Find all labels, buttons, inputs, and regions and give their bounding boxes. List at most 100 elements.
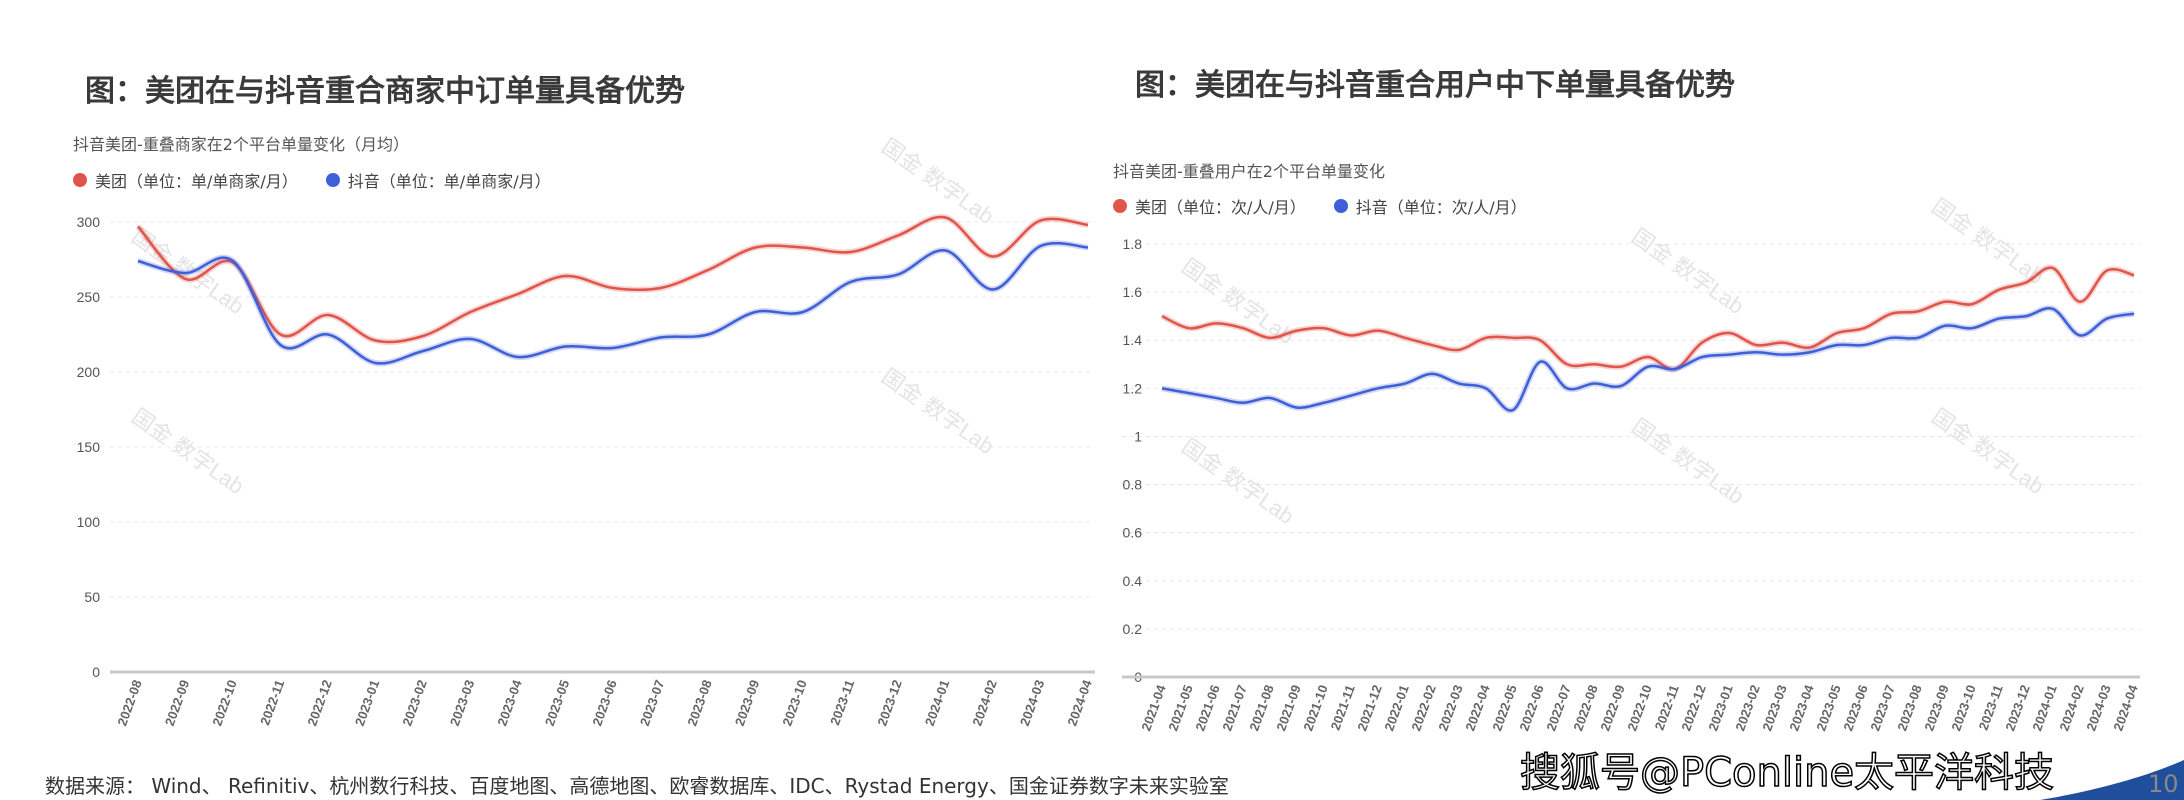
x-tick-label: 2023-09	[1921, 683, 1951, 733]
y-tick-label: 1.4	[1123, 332, 1143, 348]
y-tick-label: 150	[77, 439, 101, 455]
legend-douyin: 抖音（单位：次/人/月）	[1355, 198, 1527, 217]
y-tick-label: 0.4	[1123, 573, 1143, 589]
x-tick-label: 2022-01	[1381, 683, 1411, 733]
x-tick-label: 2021-08	[1246, 683, 1276, 733]
watermark-text: 国金 数字Lab	[877, 364, 999, 460]
y-tick-label: 300	[77, 214, 101, 230]
x-tick-label: 2022-08	[1570, 683, 1600, 733]
x-tick-label: 2023-10	[779, 678, 809, 728]
y-tick-label: 200	[77, 364, 101, 380]
meituan-legend-marker	[1113, 199, 1127, 213]
x-tick-label: 2024-04	[1064, 677, 1095, 728]
x-tick-label: 2022-04	[1462, 682, 1493, 733]
y-tick-label: 1.8	[1123, 236, 1143, 252]
y-tick-label: 0.2	[1123, 621, 1143, 637]
x-tick-label: 2024-02	[2056, 683, 2086, 733]
x-tick-label: 2023-05	[542, 678, 572, 728]
x-tick-label: 2023-01	[352, 678, 382, 728]
y-tick-label: 100	[77, 514, 101, 530]
y-tick-label: 0	[92, 664, 100, 680]
watermark-text: 国金 数字Lab	[1627, 414, 1749, 510]
y-tick-label: 0.6	[1123, 525, 1143, 541]
x-tick-label: 2023-12	[874, 678, 904, 728]
watermark-text: 国金 数字Lab	[127, 404, 249, 500]
left-legend: 美团（单位：单/单商家/月） 抖音（单位：单/单商家/月）	[73, 168, 551, 192]
user-orders-chart: 00.20.40.60.811.21.41.61.82021-042021-05…	[1122, 236, 2141, 733]
x-tick-label: 2023-09	[732, 678, 762, 728]
x-tick-label: 2022-12	[1678, 683, 1708, 733]
left-chart-title: 抖音美团-重叠商家在2个平台单量变化（月均）	[73, 135, 409, 154]
x-tick-label: 2022-10	[1624, 683, 1654, 733]
x-tick-label: 2023-02	[399, 678, 429, 728]
x-tick-label: 2022-08	[114, 678, 144, 728]
x-tick-label: 2022-10	[209, 678, 239, 728]
series-line-douyin	[137, 241, 1089, 365]
left-figure-heading: 图：美团在与抖音重合商家中订单量具备优势	[85, 74, 685, 109]
y-tick-label: 0.8	[1123, 477, 1143, 493]
x-tick-label: 2023-08	[1894, 683, 1924, 733]
douyin-legend-marker	[1333, 199, 1348, 213]
x-tick-label: 2021-07	[1219, 683, 1249, 733]
corner-swoosh-decoration	[2040, 760, 2184, 800]
x-tick-label: 2022-11	[1652, 683, 1682, 732]
series-line-meituan	[137, 215, 1089, 344]
y-tick-label: 1.6	[1123, 284, 1143, 300]
x-tick-label: 2022-11	[257, 678, 287, 727]
x-tick-label: 2024-03	[2083, 683, 2113, 733]
x-tick-label: 2024-02	[969, 678, 999, 728]
x-tick-label: 2022-06	[1516, 683, 1546, 733]
x-tick-label: 2022-09	[162, 678, 192, 728]
meituan-legend-marker	[73, 173, 87, 187]
x-tick-label: 2023-06	[1840, 683, 1870, 733]
overlay-watermark: 搜狐号@PConline太平洋科技	[1519, 749, 2055, 797]
x-tick-label: 2022-05	[1489, 683, 1519, 733]
watermark-text: 国金 数字Lab	[1627, 224, 1749, 320]
watermark-text: 国金 数字Lab	[1927, 194, 2049, 290]
x-tick-label: 2022-12	[304, 678, 334, 728]
watermarks: 国金 数字Lab 国金 数字Lab 国金 数字Lab 国金 数字Lab 国金 数字Lab…	[127, 134, 2049, 530]
x-tick-label: 2023-03	[447, 678, 477, 728]
y-tick-label: 1	[1134, 428, 1142, 444]
x-tick-label: 2023-01	[1705, 683, 1735, 733]
y-tick-label: 50	[84, 589, 100, 605]
y-tick-label: 250	[77, 289, 101, 305]
data-source-note: 数据来源： Wind、 Refinitiv、杭州数行科技、百度地图、高德地图、欧…	[45, 774, 1229, 798]
x-tick-label: 2023-03	[1759, 683, 1789, 733]
x-tick-label: 2023-11	[827, 678, 857, 727]
x-tick-label: 2023-05	[1813, 683, 1843, 733]
x-tick-label: 2022-07	[1543, 683, 1573, 733]
legend-meituan: 美团（单位：次/人/月）	[1135, 198, 1306, 217]
x-tick-label: 2021-06	[1192, 683, 1222, 733]
x-tick-label: 2023-11	[1976, 683, 2006, 732]
x-tick-label: 2024-03	[1017, 678, 1047, 728]
right-chart-title: 抖音美团-重叠用户在2个平台单量变化	[1113, 162, 1385, 181]
x-tick-label: 2023-10	[1948, 683, 1978, 733]
y-tick-label: 1.2	[1123, 380, 1143, 396]
x-tick-label: 2023-04	[1786, 682, 1817, 733]
page-number: 10	[2148, 770, 2179, 798]
x-tick-label: 2021-05	[1165, 683, 1195, 733]
x-tick-label: 2024-01	[2029, 683, 2059, 733]
x-tick-label: 2024-01	[922, 678, 952, 728]
series-glow-meituan	[1160, 264, 2135, 373]
x-tick-label: 2024-04	[2110, 682, 2141, 733]
legend-douyin: 抖音（单位：单/单商家/月）	[347, 172, 551, 191]
x-tick-label: 2021-11	[1328, 683, 1358, 732]
right-figure-heading: 图：美团在与抖音重合用户中下单量具备优势	[1135, 68, 1735, 103]
watermark-text: 国金 数字Lab	[1177, 434, 1299, 530]
right-legend: 美团（单位：次/人/月） 抖音（单位：次/人/月）	[1113, 194, 1527, 218]
douyin-legend-marker	[325, 173, 340, 187]
x-tick-label: 2021-09	[1273, 683, 1303, 733]
x-tick-label: 2022-02	[1408, 683, 1438, 733]
x-tick-label: 2023-04	[494, 677, 525, 728]
x-tick-label: 2023-07	[1867, 683, 1897, 733]
x-tick-label: 2023-07	[637, 678, 667, 728]
x-tick-label: 2023-02	[1732, 683, 1762, 733]
x-tick-label: 2021-04	[1138, 682, 1169, 733]
x-tick-label: 2023-08	[684, 678, 714, 728]
x-tick-label: 2023-12	[2002, 683, 2032, 733]
x-tick-label: 2022-03	[1435, 683, 1465, 733]
x-tick-label: 2021-12	[1354, 683, 1384, 733]
